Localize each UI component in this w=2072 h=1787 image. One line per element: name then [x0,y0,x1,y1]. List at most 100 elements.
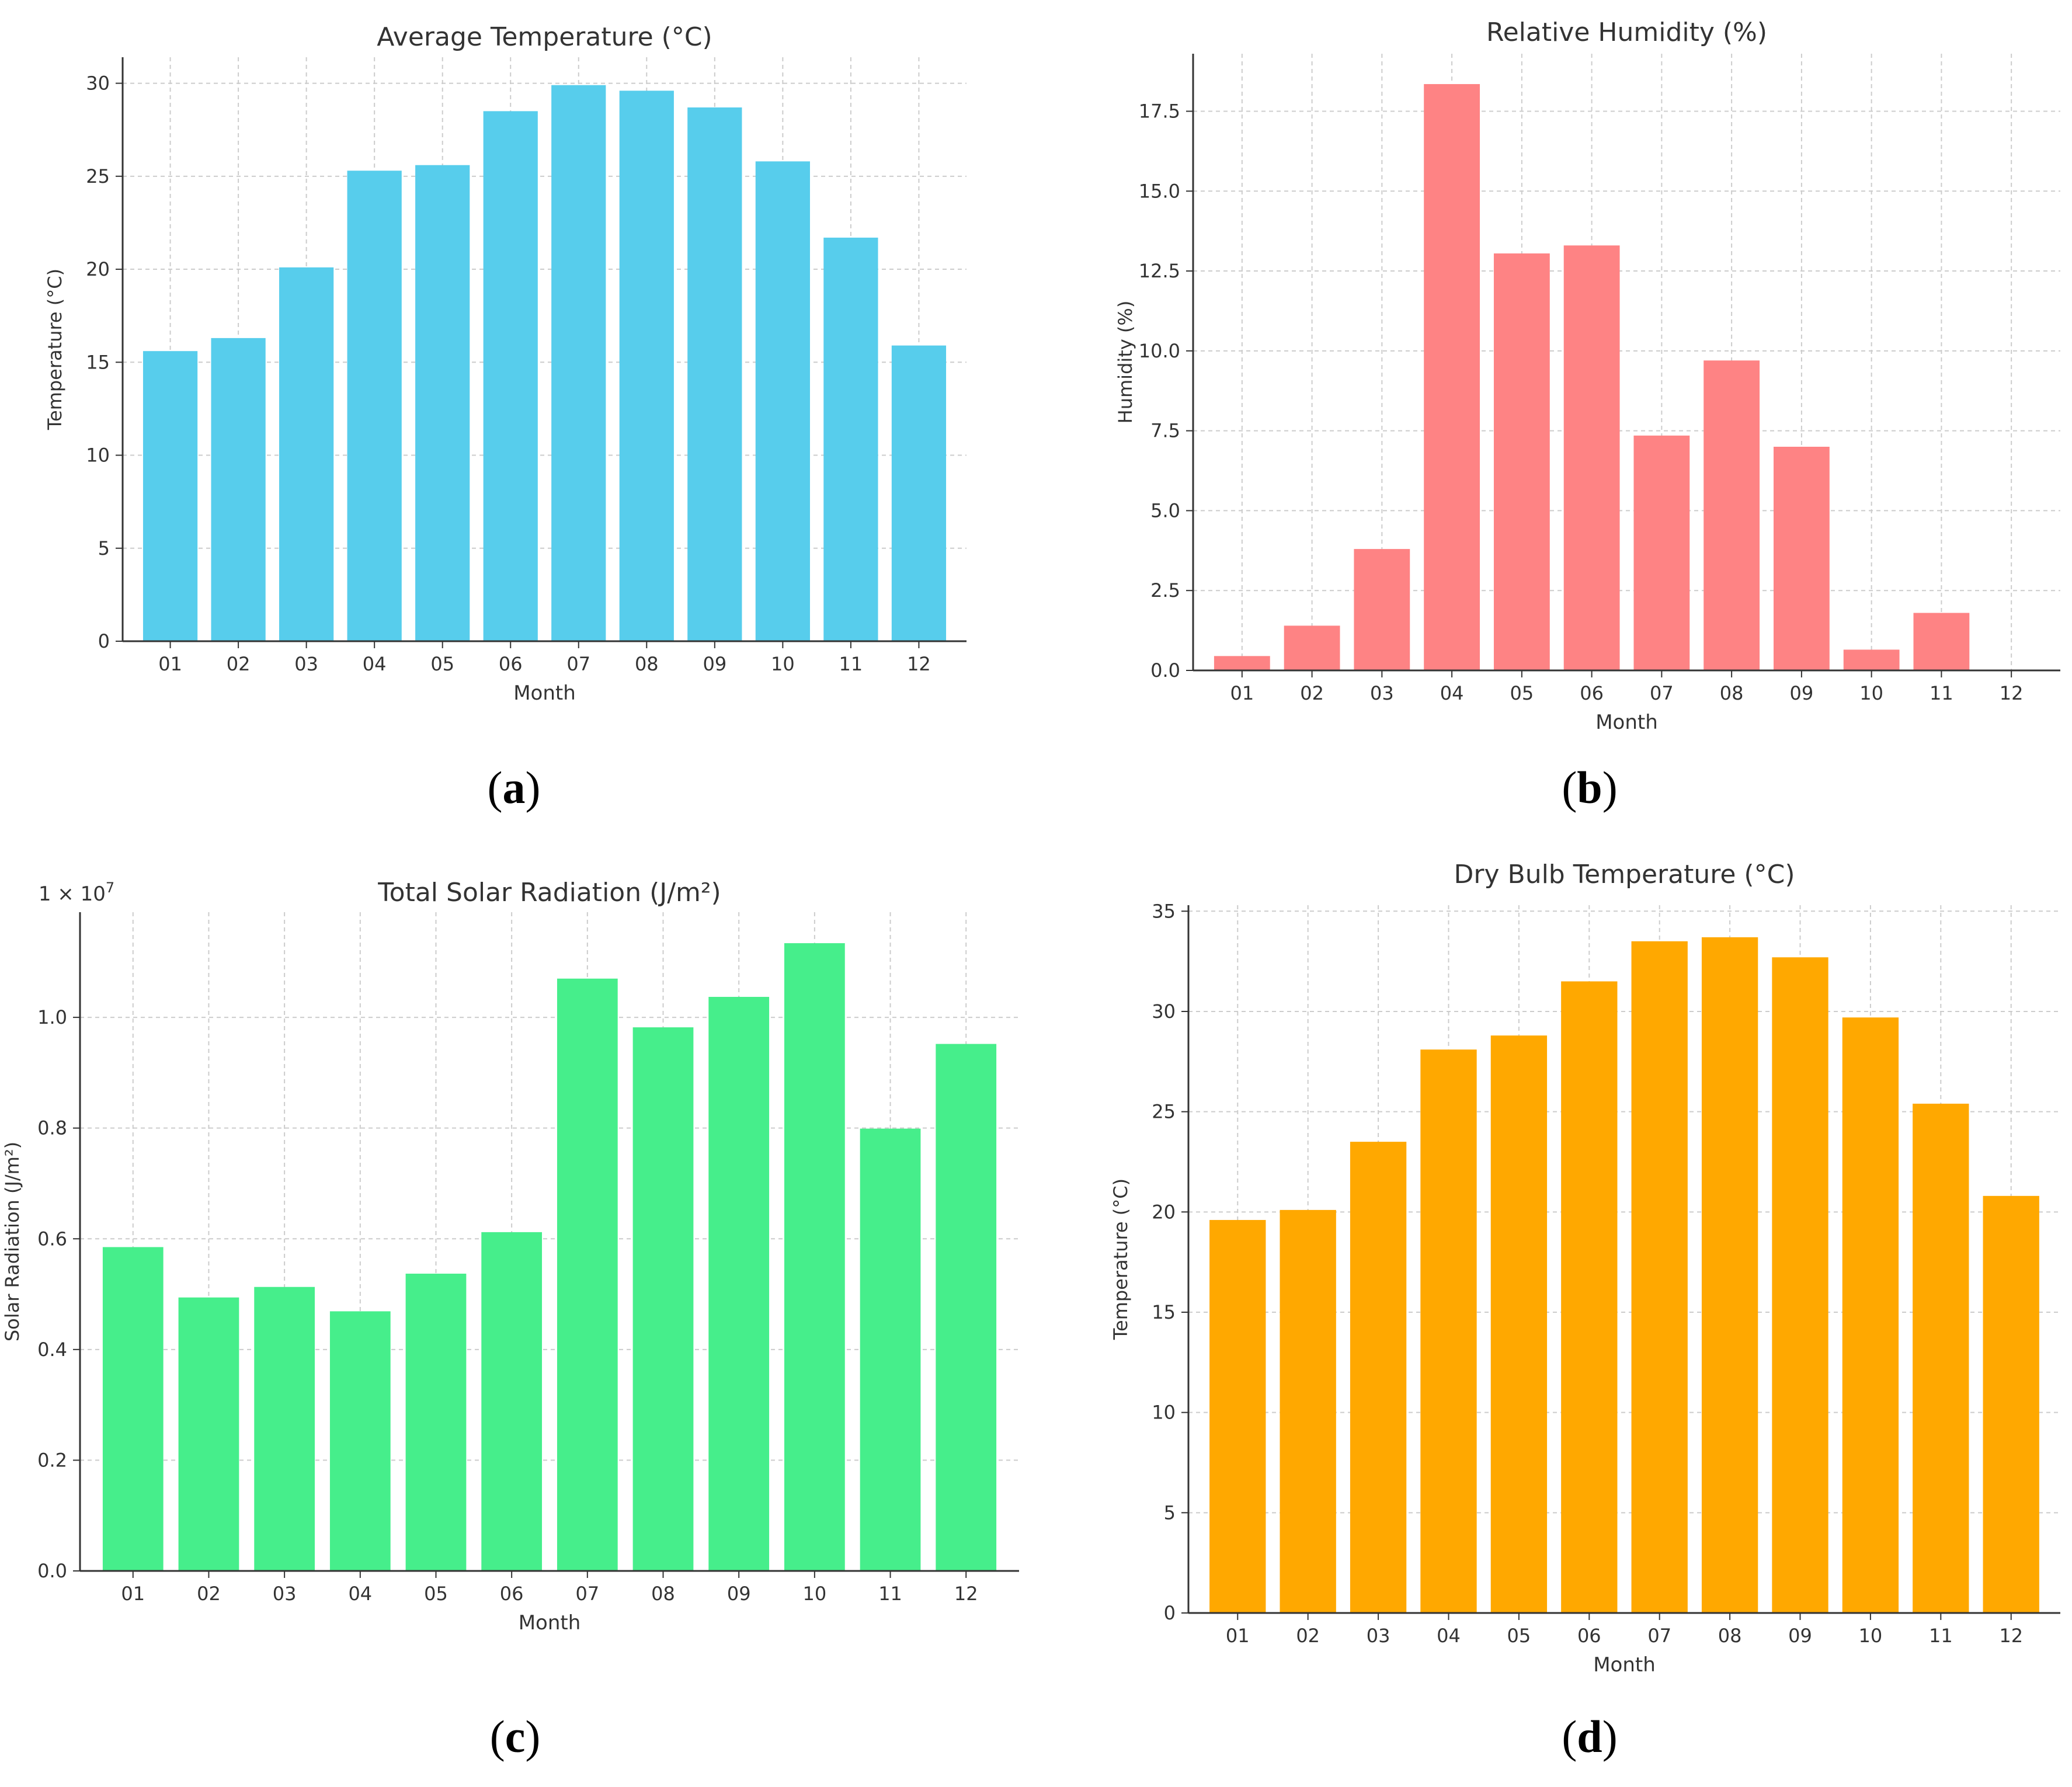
y-tick-label: 25 [1152,1101,1176,1123]
x-tick-label: 06 [1580,682,1604,704]
x-tick-label: 01 [1230,682,1254,704]
bar-d-10 [1842,1017,1899,1613]
bar-c-07 [557,978,618,1571]
x-tick-label: 07 [575,1583,599,1605]
y-tick-label: 7.5 [1150,420,1180,442]
x-tick-label: 02 [1296,1625,1320,1647]
x-tick-label: 07 [1650,682,1674,704]
x-tick-label: 10 [803,1583,827,1605]
x-tick-label: 08 [1718,1625,1742,1647]
bar-d-01 [1209,1220,1266,1613]
x-tick-label: 04 [1440,682,1464,704]
bar-b-07 [1633,435,1690,670]
y-axis-label: Humidity (%) [1114,301,1136,424]
bar-c-04 [329,1311,391,1571]
x-tick-label: 04 [1437,1625,1461,1647]
x-axis-label: Month [519,1611,581,1635]
bar-a-11 [823,237,878,641]
bar-b-06 [1563,245,1620,670]
bar-c-12 [936,1044,997,1571]
bar-c-01 [102,1247,164,1571]
x-tick-label: 07 [1647,1625,1671,1647]
y-tick-label: 0.8 [37,1117,67,1139]
x-tick-label: 07 [566,653,590,675]
bar-c-02 [178,1297,239,1571]
x-axis-label: Month [513,682,576,705]
y-tick-label: 5.0 [1150,499,1180,522]
x-tick-label: 10 [1859,1625,1883,1647]
x-tick-label: 11 [839,653,863,675]
x-tick-label: 02 [197,1583,221,1605]
bar-d-08 [1701,937,1758,1613]
y-tick-label: 17.5 [1139,100,1180,122]
x-tick-label: 08 [651,1583,675,1605]
bar-d-05 [1490,1035,1548,1613]
x-axis-label: Month [1595,711,1658,734]
bar-d-09 [1772,957,1828,1613]
x-tick-label: 01 [158,653,182,675]
x-tick-label: 12 [954,1583,978,1605]
bar-a-01 [142,351,198,641]
bar-b-05 [1493,253,1550,671]
x-tick-label: 03 [273,1583,297,1605]
bar-b-11 [1913,613,1970,670]
y-tick-label: 0.0 [37,1560,67,1582]
y-axis-label: Temperature (°C) [44,269,66,430]
x-tick-label: 06 [499,653,523,675]
y-tick-label: 15 [86,351,110,373]
bar-b-08 [1704,360,1760,670]
x-tick-label: 05 [1510,682,1534,704]
bar-b-02 [1284,625,1340,670]
x-tick-label: 02 [1300,682,1324,704]
chart-d: 01 02 03 04 05 06 07 08 09 10 11 1205101520253035Dr… [1110,860,2060,1762]
x-tick-label: 04 [363,653,387,675]
bar-d-06 [1561,981,1618,1613]
x-tick-label: 05 [430,653,454,675]
y-axis-label: Temperature (°C) [1110,1178,1132,1340]
caption-label: (a) [488,762,541,813]
x-tick-label: 11 [1930,682,1953,704]
chart-b: 01 02 03 04 05 06 07 08 09 10 11 12 0.0 2.5 5.0 7.5 10.0… [1114,18,2060,813]
x-tick-label: 12 [1999,1625,2023,1647]
x-tick-label: 11 [1929,1625,1953,1647]
bar-b-03 [1354,549,1410,670]
x-tick-label: 05 [1507,1625,1531,1647]
bar-a-05 [415,165,470,641]
y-tick-label: 0 [1164,1602,1176,1624]
y-tick-label: 15 [1152,1301,1176,1323]
bar-a-12 [891,345,947,641]
y-tick-label: 10 [86,444,110,467]
bar-d-11 [1913,1103,1969,1613]
bar-a-08 [619,91,674,642]
bar-d-03 [1350,1142,1407,1613]
y-tick-label: 15.0 [1139,180,1180,202]
bar-c-03 [254,1287,315,1571]
x-tick-label: 04 [348,1583,372,1605]
y-tick-label: 2.5 [1150,579,1180,602]
x-tick-label: 02 [227,653,251,675]
chart-title: Relative Humidity (%) [1486,18,1767,47]
bar-c-05 [405,1273,467,1571]
y-tick-label: 20 [86,258,110,280]
y-tick-label: 35 [1152,900,1176,922]
bar-a-10 [755,161,810,641]
bar-d-04 [1420,1049,1477,1613]
caption-label: (b) [1562,762,1617,813]
y-tick-label: 1.0 [37,1006,67,1028]
y-axis-label: Solar Radiation (J/m²) [1,1142,23,1341]
x-tick-label: 09 [703,653,726,675]
y-tick-label: 25 [86,165,110,187]
bar-c-06 [481,1232,543,1571]
y-tick-label: 30 [86,72,110,95]
y-tick-label: 30 [1152,1000,1176,1023]
bar-c-10 [784,943,845,1571]
x-tick-label: 03 [294,653,318,675]
y-tick-label: 0.2 [37,1449,67,1471]
bar-b-04 [1424,84,1480,671]
y-tick-label: 10.0 [1139,340,1180,362]
bar-c-08 [632,1027,694,1571]
x-tick-label: 01 [121,1583,145,1605]
x-tick-label: 09 [1788,1625,1812,1647]
